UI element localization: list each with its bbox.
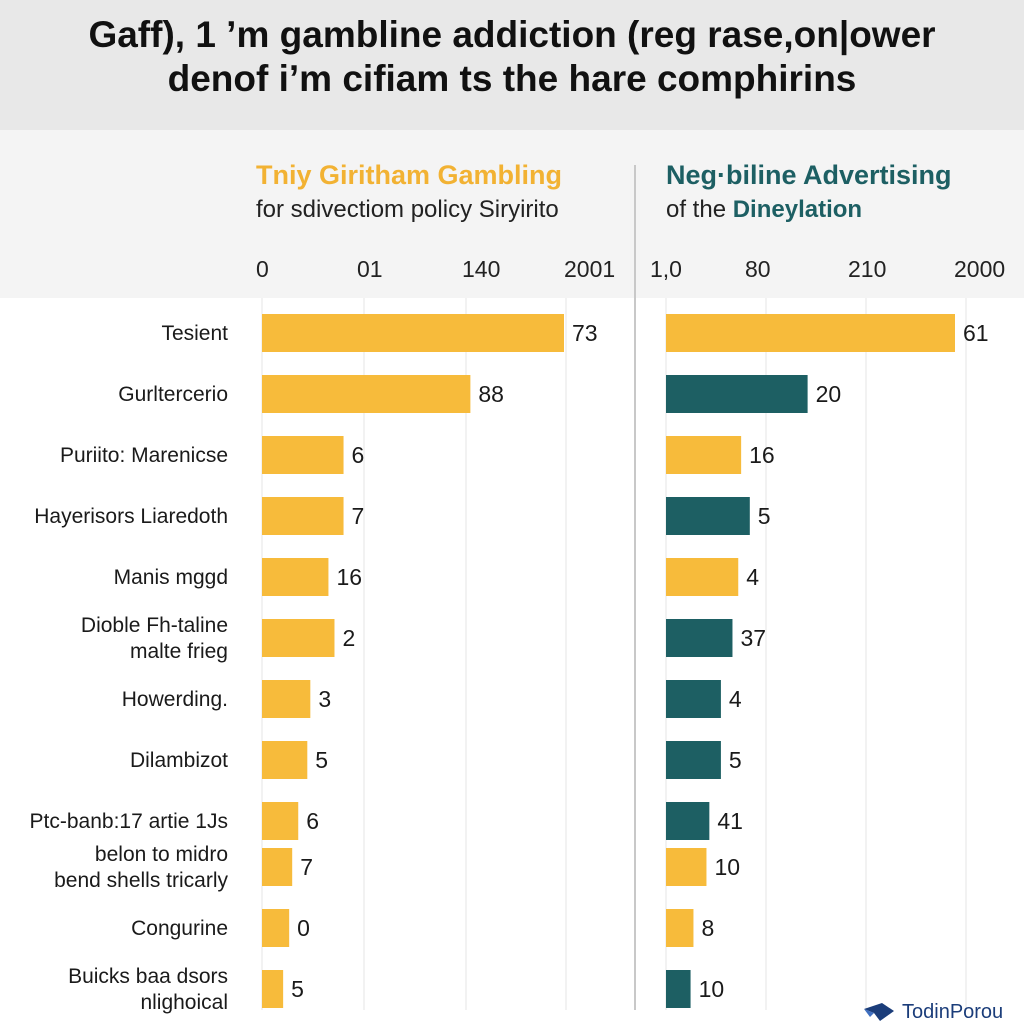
left-value-label: 6 — [306, 808, 319, 834]
right-value-label: 61 — [963, 320, 989, 346]
left-value-label: 7 — [300, 854, 313, 880]
right-value-label: 37 — [740, 625, 766, 651]
category-label: malte frieg — [130, 640, 228, 663]
category-label: Buicks baa dsors — [68, 965, 228, 988]
right-value-label: 16 — [749, 442, 775, 468]
left-panel-subtitle: for sdivectiom policy Siryirito — [256, 196, 559, 223]
left-value-label: 6 — [352, 442, 365, 468]
left-value-label: 5 — [315, 747, 328, 773]
left-panel-title: Tniy Giritham Gambling — [256, 160, 563, 190]
left-value-label: 5 — [291, 976, 304, 1002]
left-value-label: 2 — [342, 625, 355, 651]
panel-divider — [634, 165, 636, 300]
left-axis-tick: 01 — [357, 256, 383, 282]
left-axis-tick: 2001 — [564, 256, 616, 282]
left-value-label: 0 — [297, 915, 310, 941]
right-value-label: 10 — [714, 854, 740, 880]
right-value-label: 20 — [816, 381, 842, 407]
right-axis-tick: 1,0 — [650, 256, 682, 282]
category-label: Tesient — [161, 322, 228, 345]
right-bar — [666, 314, 955, 352]
category-label: Gurltercerio — [118, 383, 228, 406]
left-bar — [262, 436, 344, 474]
left-bar — [262, 802, 299, 840]
chart-title-line-1: Gaff), 1 ’m gambline addiction (reg rase… — [88, 14, 936, 55]
left-value-label: 88 — [478, 381, 504, 407]
brand-logo: TodinPorou — [862, 1000, 1003, 1024]
logo-text: TodinPorou — [902, 1000, 1004, 1023]
right-bar — [666, 741, 721, 779]
right-panel-subtitle: of the Dineylation — [666, 196, 862, 224]
category-label: belon to midro — [95, 843, 228, 866]
right-axis-tick: 80 — [745, 256, 771, 282]
right-bar — [666, 436, 742, 474]
chart-title-line-2: denof i’m cifiam ts the hare comphirins — [167, 58, 857, 99]
bird-logo-icon — [864, 1003, 894, 1021]
left-bar — [262, 558, 329, 596]
left-bar — [262, 970, 284, 1008]
left-value-label: 3 — [318, 686, 331, 712]
right-value-label: 4 — [746, 564, 759, 590]
category-label: Howerding. — [122, 688, 228, 711]
right-bar — [666, 497, 750, 535]
right-bar — [666, 802, 710, 840]
right-value-label: 8 — [701, 915, 714, 941]
right-panel-subtitle-prefix: of the — [666, 196, 733, 223]
category-label: bend shells tricarly — [54, 869, 228, 892]
right-bar — [666, 680, 721, 718]
right-panel-subtitle-emph: Dineylation — [732, 196, 863, 223]
left-bar — [262, 375, 471, 413]
right-bar — [666, 848, 707, 886]
right-value-label: 41 — [717, 808, 743, 834]
right-value-label: 10 — [699, 976, 725, 1002]
right-axis-tick: 210 — [848, 256, 887, 282]
left-value-label: 73 — [572, 320, 598, 346]
left-bar — [262, 741, 308, 779]
category-label: Dioble Fh-taline — [81, 614, 228, 637]
right-axis-tick: 2000 — [954, 256, 1006, 282]
left-bar — [262, 680, 311, 718]
left-bar — [262, 909, 290, 947]
left-axis-tick: 0 — [256, 256, 269, 282]
right-value-label: 5 — [758, 503, 771, 529]
left-bar — [262, 497, 344, 535]
right-panel-title: Neg·biline Advertising — [666, 160, 952, 190]
left-value-label: 7 — [352, 503, 365, 529]
right-bar — [666, 970, 691, 1008]
left-bar — [262, 848, 293, 886]
right-value-label: 4 — [729, 686, 742, 712]
category-label: Congurine — [131, 917, 228, 940]
category-label: Ptc-banb:17 artie 1Js — [30, 810, 228, 833]
left-axis-tick: 140 — [462, 256, 501, 282]
left-bar — [262, 314, 564, 352]
right-bar — [666, 558, 739, 596]
category-label: Manis mggd — [114, 566, 228, 589]
right-value-label: 5 — [729, 747, 742, 773]
right-bar — [666, 909, 694, 947]
category-label: Hayerisors Liaredoth — [34, 505, 228, 528]
left-bar — [262, 619, 335, 657]
left-value-label: 16 — [336, 564, 362, 590]
panel-header-band — [0, 130, 1024, 298]
title-header: Gaff), 1 ’m gambline addiction (reg rase… — [0, 0, 1024, 130]
category-label: Dilambizot — [130, 749, 228, 772]
category-label: Puriito: Marenicse — [60, 444, 228, 467]
category-label: nlighoical — [140, 991, 228, 1014]
right-bar — [666, 619, 733, 657]
right-bar — [666, 375, 808, 413]
